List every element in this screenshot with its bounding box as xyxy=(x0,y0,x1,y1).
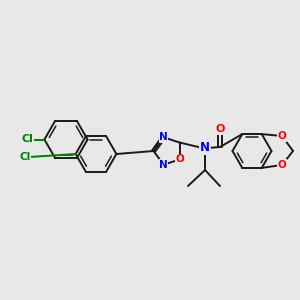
Text: N: N xyxy=(159,132,168,142)
Text: N: N xyxy=(159,160,168,170)
Text: O: O xyxy=(175,154,184,164)
Text: O: O xyxy=(278,160,286,170)
Text: Cl: Cl xyxy=(22,134,34,145)
Text: N: N xyxy=(200,142,210,154)
Text: Cl: Cl xyxy=(20,152,31,162)
Text: O: O xyxy=(278,131,286,141)
Text: O: O xyxy=(215,124,225,134)
